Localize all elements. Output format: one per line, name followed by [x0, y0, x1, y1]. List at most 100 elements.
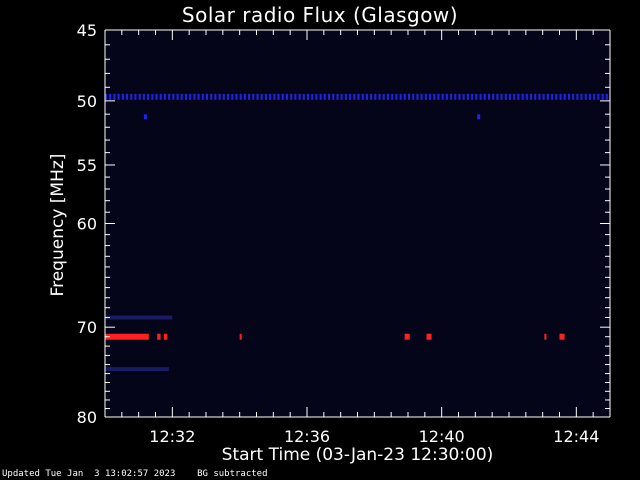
continuous-band-segment — [458, 93, 461, 100]
continuous-band-segment — [584, 93, 587, 100]
continuous-band-segment — [466, 93, 469, 100]
continuous-band-segment — [294, 93, 297, 100]
continuous-band-segment — [370, 93, 373, 100]
continuous-band-segment — [239, 93, 242, 100]
continuous-band-segment — [256, 93, 259, 100]
continuous-band-segment — [214, 93, 217, 100]
continuous-band-segment — [563, 93, 566, 100]
continuous-band-segment — [445, 93, 448, 100]
continuous-band-segment — [500, 93, 503, 100]
x-tick-label: 12:32 — [149, 427, 195, 446]
continuous-band-segment — [105, 93, 107, 100]
continuous-band-segment — [479, 93, 482, 100]
continuous-band-segment — [534, 93, 537, 100]
continuous-band-segment — [168, 93, 171, 100]
continuous-band-segment — [403, 93, 406, 100]
continuous-band-segment — [134, 93, 137, 100]
continuous-band-segment — [277, 93, 280, 100]
continuous-band-segment — [567, 93, 570, 100]
continuous-band-segment — [189, 93, 192, 100]
emission-band-6 — [426, 333, 432, 340]
continuous-band-segment — [248, 93, 251, 100]
continuous-band-segment — [311, 93, 314, 100]
continuous-band-segment — [546, 93, 549, 100]
continuous-band-segment — [462, 93, 465, 100]
continuous-band-segment — [332, 93, 335, 100]
emission-spot-12 — [477, 114, 481, 120]
continuous-band-segment — [197, 93, 200, 100]
continuous-band-segment — [206, 93, 208, 100]
continuous-band-segment — [142, 93, 145, 100]
continuous-band-segment — [147, 93, 150, 100]
continuous-band-segment — [353, 93, 356, 100]
continuous-band-segment — [273, 93, 276, 100]
footer-note: BG subtracted — [197, 469, 268, 479]
continuous-band-segment — [386, 93, 389, 100]
continuous-band-segment — [210, 93, 213, 100]
emission-band-2 — [157, 333, 161, 340]
footer-status: Updated Tue Jan 3 13:02:57 2023 BG subtr… — [2, 469, 268, 479]
continuous-band-segment — [487, 93, 490, 100]
emission-band-3 — [163, 333, 168, 340]
continuous-band-segment — [159, 93, 162, 100]
continuous-band-segment — [307, 93, 309, 100]
continuous-band-segment — [542, 93, 545, 100]
continuous-band-segment — [231, 93, 234, 100]
emission-band-7 — [544, 333, 547, 340]
continuous-band-segment — [572, 93, 575, 100]
continuous-band-segment — [509, 93, 511, 100]
continuous-band-segment — [172, 93, 175, 100]
continuous-band-segment — [601, 93, 604, 100]
footer-updated: Updated Tue Jan 3 13:02:57 2023 — [2, 469, 176, 479]
emission-band-1 — [105, 333, 149, 340]
continuous-band-segment — [559, 93, 562, 100]
continuous-band-segment — [412, 93, 415, 100]
emission-band-10 — [105, 367, 169, 372]
continuous-band-segment — [260, 93, 263, 100]
continuous-band-segment — [323, 93, 326, 100]
continuous-band-segment — [521, 93, 524, 100]
continuous-band-segment — [126, 93, 129, 100]
y-tick-label: 55 — [77, 156, 97, 175]
continuous-band-segment — [109, 93, 112, 100]
continuous-band-segment — [437, 93, 440, 100]
continuous-band-segment — [235, 93, 238, 100]
plot-area — [105, 30, 610, 417]
continuous-band-segment — [492, 93, 495, 100]
continuous-band-segment — [580, 93, 583, 100]
continuous-band-segment — [184, 93, 187, 100]
continuous-band-segment — [340, 93, 343, 100]
continuous-band-segment — [433, 93, 436, 100]
emission-band-9 — [105, 315, 173, 320]
continuous-band-segment — [450, 93, 453, 100]
continuous-band-segment — [180, 93, 183, 100]
continuous-band-segment — [319, 93, 322, 100]
continuous-band-segment — [130, 93, 133, 100]
continuous-band-segment — [530, 93, 533, 100]
continuous-band-segment — [155, 93, 158, 100]
continuous-band-segment — [336, 93, 339, 100]
continuous-band-segment — [218, 93, 221, 100]
continuous-band-segment — [471, 93, 474, 100]
continuous-band-segment — [555, 93, 558, 100]
y-tick-label: 60 — [77, 215, 97, 234]
continuous-band-segment — [285, 93, 288, 100]
continuous-band-segment — [349, 93, 352, 100]
continuous-band-segment — [302, 93, 305, 100]
continuous-band-segment — [525, 93, 528, 100]
continuous-band-segment — [597, 93, 600, 100]
continuous-band-segment — [605, 93, 608, 100]
emission-band-8 — [559, 333, 565, 340]
continuous-band-segment — [138, 93, 141, 100]
x-tick-label: 12:36 — [284, 427, 330, 446]
continuous-band-segment — [551, 93, 554, 100]
continuous-band-segment — [176, 93, 179, 100]
x-tick-label: 12:40 — [419, 427, 465, 446]
continuous-band-segment — [222, 93, 225, 100]
continuous-band-segment — [416, 93, 419, 100]
continuous-band-segment — [328, 93, 331, 100]
continuous-band-segment — [163, 93, 166, 100]
continuous-band-segment — [252, 93, 255, 100]
continuous-band-segment — [365, 93, 368, 100]
continuous-band-segment — [378, 93, 381, 100]
